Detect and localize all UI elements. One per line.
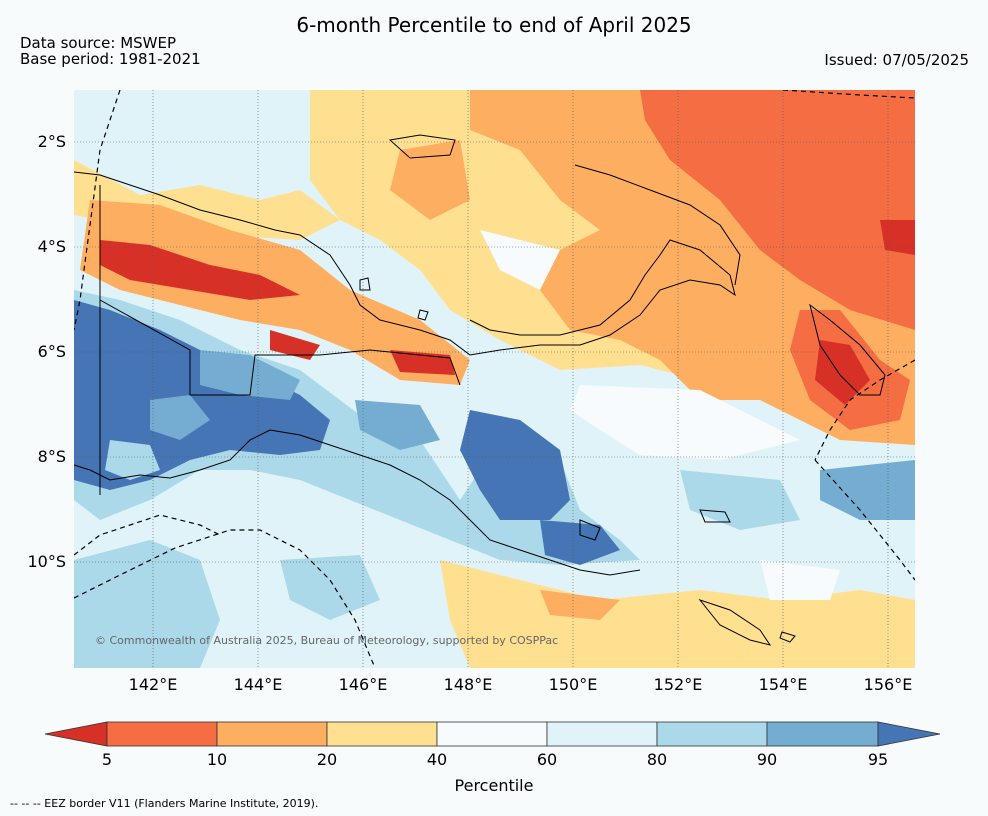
colorbar-bin: [106, 721, 218, 747]
colorbar-tick-label: 90: [756, 750, 778, 769]
colorbar-tick-label: 80: [646, 750, 668, 769]
copyright-notice: © Commonwealth of Australia 2025, Bureau…: [95, 634, 559, 647]
colorbar-tick-label: 95: [867, 750, 889, 769]
colorbar-tick-label: 10: [206, 750, 228, 769]
y-tick-label: 4°S: [37, 237, 66, 256]
y-tick-label: 2°S: [37, 132, 66, 151]
base-period-label: Base period: 1981-2021: [20, 50, 201, 68]
colorbar-tick-label: 60: [536, 750, 558, 769]
colorbar-bin: [216, 721, 328, 747]
x-tick-label: 148°E: [443, 675, 493, 694]
colorbar-over: [877, 721, 941, 747]
colorbar-under: [44, 721, 108, 747]
x-tick-label: 146°E: [338, 675, 388, 694]
map-title: 6-month Percentile to end of April 2025: [296, 13, 692, 37]
data-source-info: Data source: MSWEP Base period: 1981-202…: [20, 35, 201, 67]
percentile-field: [74, 90, 915, 668]
gridlines: [74, 90, 915, 668]
x-tick-label: 156°E: [863, 675, 913, 694]
x-tick-label: 152°E: [653, 675, 703, 694]
y-tick-label: 10°S: [27, 552, 66, 571]
x-tick-label: 144°E: [233, 675, 283, 694]
coastlines: [74, 134, 886, 646]
x-tick-label: 142°E: [128, 675, 178, 694]
x-tick-label: 154°E: [758, 675, 808, 694]
data-source-label: Data source: MSWEP: [20, 34, 177, 52]
colorbar-tick-label: 40: [426, 750, 448, 769]
y-tick-label: 8°S: [37, 447, 66, 466]
colorbar-bin: [656, 721, 768, 747]
colorbar-bin: [436, 721, 548, 747]
x-tick-label: 150°E: [548, 675, 598, 694]
colorbar-bin: [766, 721, 879, 747]
issued-date: Issued: 07/05/2025: [824, 51, 969, 69]
colorbar-tick-label: 5: [101, 750, 113, 769]
eez-note: -- -- -- EEZ border V11 (Flanders Marine…: [10, 797, 319, 810]
colorbar-tick-label: 20: [316, 750, 338, 769]
colorbar: [44, 721, 941, 747]
y-tick-label: 6°S: [37, 342, 66, 361]
colorbar-title: Percentile: [454, 776, 534, 795]
colorbar-bin: [326, 721, 438, 747]
eez-borders: [74, 90, 915, 668]
colorbar-bin: [546, 721, 658, 747]
